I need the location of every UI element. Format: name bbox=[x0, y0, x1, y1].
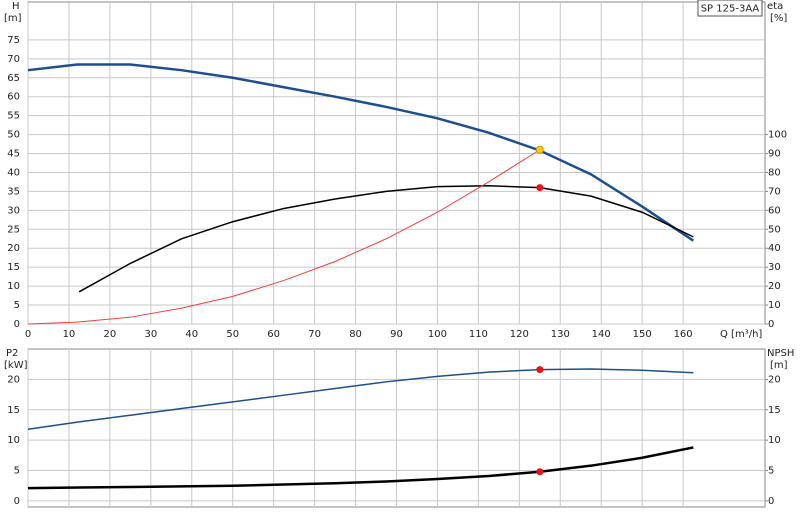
x-tick-label: 0 bbox=[25, 329, 31, 340]
y-tick-label: 10 bbox=[7, 281, 20, 292]
y-tick-label: 15 bbox=[7, 262, 20, 273]
y2-tick-label: 40 bbox=[768, 243, 781, 254]
y2-tick-label: 50 bbox=[768, 224, 781, 235]
x-tick-label: 10 bbox=[63, 329, 76, 340]
x-tick-label: 30 bbox=[144, 329, 157, 340]
x-tick-label: 70 bbox=[308, 329, 321, 340]
x-tick-label: 20 bbox=[104, 329, 117, 340]
y2-tick-label: 15 bbox=[768, 405, 781, 416]
y-tick-label: 10 bbox=[7, 435, 20, 446]
y2-tick-label: 60 bbox=[768, 205, 781, 216]
y2-tick-label: 70 bbox=[768, 186, 781, 197]
y2-tick-label: 90 bbox=[768, 149, 781, 160]
x-tick-label: 90 bbox=[390, 329, 403, 340]
y-tick-label: 40 bbox=[7, 167, 20, 178]
title-box bbox=[697, 0, 763, 17]
chart-title: SP 125-3AA bbox=[701, 4, 760, 15]
x-tick-label: 140 bbox=[592, 329, 611, 340]
y-axis-label: H bbox=[12, 1, 20, 12]
x-tick-label: 80 bbox=[349, 329, 362, 340]
duty-point bbox=[536, 366, 544, 374]
duty-point bbox=[536, 184, 544, 192]
y-axis-unit: [kW] bbox=[4, 360, 28, 371]
x-tick-label: 110 bbox=[469, 329, 488, 340]
y-tick-label: 25 bbox=[7, 224, 20, 235]
y2-tick-label: 20 bbox=[768, 374, 781, 385]
y-tick-label: 5 bbox=[14, 466, 20, 477]
y2-tick-label: 30 bbox=[768, 262, 781, 273]
y-tick-label: 15 bbox=[7, 405, 20, 416]
y2-tick-label: 20 bbox=[768, 281, 781, 292]
y2-tick-label: 80 bbox=[768, 167, 781, 178]
x-axis-label: Q [m³/h] bbox=[720, 329, 762, 340]
y-tick-label: 50 bbox=[7, 130, 20, 141]
x-tick-label: 130 bbox=[551, 329, 570, 340]
y2-axis-unit: [%] bbox=[770, 13, 787, 24]
curve bbox=[27, 149, 541, 325]
y-tick-label: 20 bbox=[7, 243, 20, 254]
y2-axis-label: eta bbox=[767, 1, 783, 12]
y-axis-unit: [m] bbox=[4, 13, 22, 24]
y-tick-label: 0 bbox=[14, 496, 20, 507]
y-tick-label: 55 bbox=[7, 111, 20, 122]
curve bbox=[27, 368, 694, 430]
y-tick-label: 35 bbox=[7, 186, 20, 197]
y2-axis-label: NPSH bbox=[767, 348, 794, 359]
x-tick-label: 150 bbox=[633, 329, 652, 340]
y-axis-label: P2 bbox=[6, 348, 18, 359]
x-tick-label: 40 bbox=[185, 329, 198, 340]
y2-tick-label: 10 bbox=[768, 435, 781, 446]
y2-tick-label: 100 bbox=[768, 130, 787, 141]
y-tick-label: 5 bbox=[14, 300, 20, 311]
y2-tick-label: 0 bbox=[768, 319, 774, 330]
curve bbox=[27, 446, 694, 490]
y-tick-label: 60 bbox=[7, 92, 20, 103]
y-tick-label: 75 bbox=[7, 35, 20, 46]
duty-point bbox=[535, 145, 544, 154]
y-tick-label: 30 bbox=[7, 205, 20, 216]
y2-axis-unit: [m] bbox=[770, 360, 788, 371]
y-tick-label: 45 bbox=[7, 149, 20, 160]
x-tick-label: 60 bbox=[267, 329, 280, 340]
y-tick-label: 70 bbox=[7, 54, 20, 65]
y2-tick-label: 0 bbox=[768, 496, 774, 507]
x-tick-label: 100 bbox=[428, 329, 447, 340]
curve bbox=[78, 184, 694, 293]
y2-tick-label: 5 bbox=[768, 466, 774, 477]
x-tick-label: 50 bbox=[226, 329, 239, 340]
x-tick-label: 120 bbox=[510, 329, 529, 340]
duty-point bbox=[536, 468, 544, 476]
y-tick-label: 20 bbox=[7, 374, 20, 385]
y-tick-label: 65 bbox=[7, 73, 20, 84]
curve bbox=[27, 63, 695, 242]
x-tick-label: 160 bbox=[674, 329, 693, 340]
y2-tick-label: 10 bbox=[768, 300, 781, 311]
y-tick-label: 0 bbox=[14, 319, 20, 330]
